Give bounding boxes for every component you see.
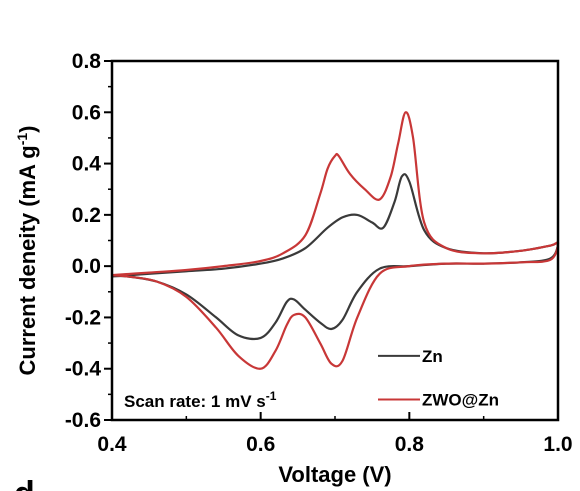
y-axis-title-end: ): [15, 126, 40, 133]
y-tick-label: -0.2: [65, 306, 101, 329]
legend-label-zn: Zn: [422, 347, 443, 366]
ticks-layer: [104, 60, 559, 421]
legend: Zn ZWO@Zn: [378, 347, 499, 409]
series-line-zn: [111, 173, 560, 341]
series-layer: [111, 111, 560, 370]
tick-labels: 0.4 0.6 0.8 1.0 0.8 0.6 0.4 0.2 0.0 -0.2 -0.4 -0.6: [65, 50, 573, 456]
y-tick-label: -0.4: [65, 358, 102, 381]
panel-letter: d: [14, 475, 35, 491]
y-axis-title-main: Current deneity (mA g: [15, 145, 40, 375]
x-tick-label: 0.8: [395, 433, 425, 456]
y-tick-label: 0.2: [72, 204, 101, 227]
y-tick-label: 0.8: [72, 50, 102, 73]
scan-rate-sup: -1: [266, 389, 277, 403]
scan-rate-main: Scan rate: 1 mV s: [124, 392, 266, 411]
y-axis-title: Current deneity (mA g-1): [14, 126, 40, 376]
y-tick-label: 0.4: [72, 153, 102, 176]
x-axis-title: Voltage (V): [278, 462, 391, 487]
scan-rate-annotation: Scan rate: 1 mV s-1: [124, 389, 277, 411]
x-tick-label: 1.0: [543, 433, 572, 456]
series-line-zwo-zn: [111, 111, 560, 370]
y-tick-label: 0.0: [72, 255, 101, 278]
x-tick-label: 0.6: [246, 433, 275, 456]
y-tick-label: -0.6: [65, 409, 101, 432]
y-axis-title-sup: -1: [14, 133, 30, 146]
y-tick-label: 0.6: [72, 101, 101, 124]
legend-label-zwo: ZWO@Zn: [422, 390, 499, 409]
x-tick-label: 0.4: [97, 433, 127, 456]
